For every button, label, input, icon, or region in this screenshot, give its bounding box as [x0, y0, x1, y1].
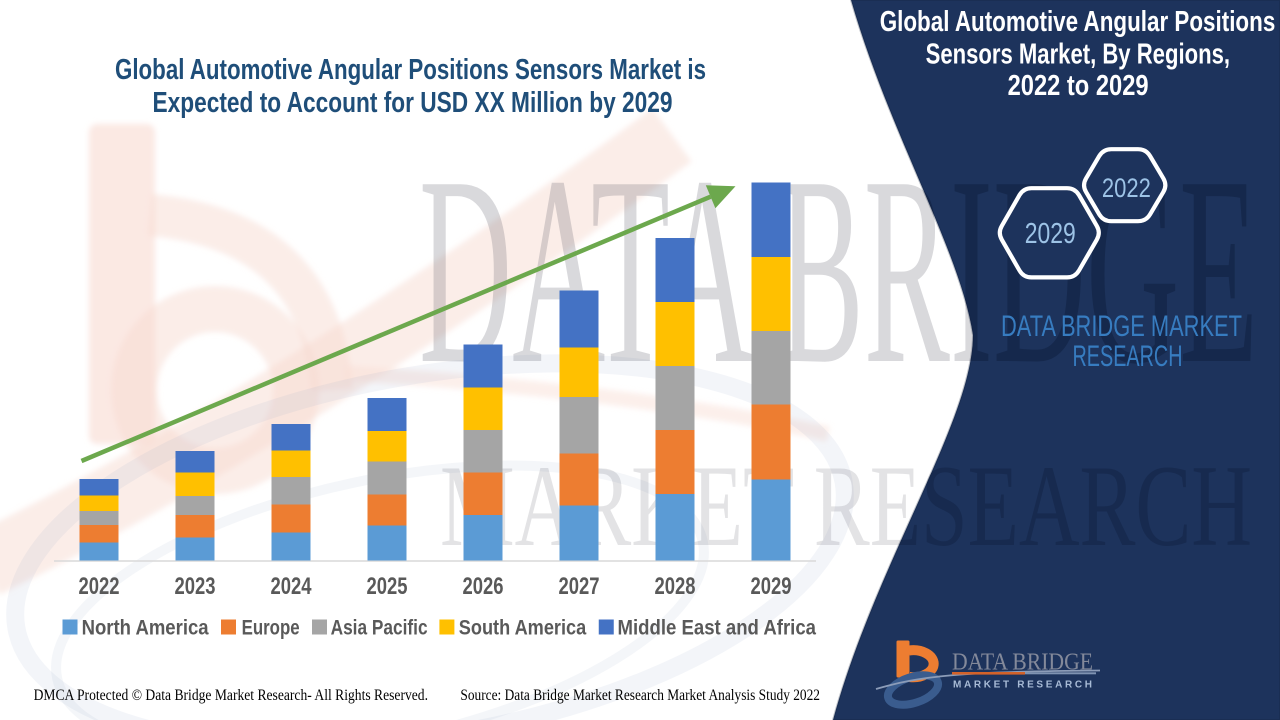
svg-text:Global Automotive Angular Posi: Global Automotive Angular Positions Sens… [115, 54, 706, 86]
svg-text:North America: North America [82, 617, 209, 640]
svg-text:DMCA Protected © Data Bridge M: DMCA Protected © Data Bridge Market Rese… [34, 687, 428, 704]
svg-text:2023: 2023 [175, 573, 216, 600]
svg-text:Middle East and Africa: Middle East and Africa [618, 617, 817, 640]
svg-text:RESEARCH: RESEARCH [1073, 340, 1183, 373]
svg-text:Europe: Europe [242, 617, 300, 640]
svg-text:2026: 2026 [463, 573, 504, 600]
svg-text:Global Automotive Angular Posi: Global Automotive Angular Positions [880, 6, 1276, 38]
svg-text:South America: South America [459, 617, 587, 640]
svg-text:Asia Pacific: Asia Pacific [331, 617, 428, 640]
svg-text:Sensors Market, By Regions,: Sensors Market, By Regions, [926, 38, 1230, 70]
svg-text:2028: 2028 [655, 573, 696, 600]
svg-text:MARKET RESEARCH: MARKET RESEARCH [953, 680, 1092, 691]
svg-text:2029: 2029 [751, 573, 792, 600]
svg-text:DATA BRIDGE MARKET: DATA BRIDGE MARKET [1001, 310, 1242, 343]
svg-text:2027: 2027 [559, 573, 600, 600]
svg-text:2022 to 2029: 2022 to 2029 [1008, 70, 1149, 102]
svg-text:2022: 2022 [79, 573, 120, 600]
svg-text:DATA BRIDGE: DATA BRIDGE [952, 650, 1093, 676]
svg-text:2025: 2025 [367, 573, 408, 600]
svg-text:2022: 2022 [1102, 173, 1151, 203]
svg-text:Source: Data Bridge Market Res: Source: Data Bridge Market Research Mark… [460, 687, 820, 704]
svg-text:2029: 2029 [1025, 218, 1076, 250]
svg-text:Expected to Account for USD XX: Expected to Account for USD XX Million b… [153, 87, 673, 119]
svg-text:2024: 2024 [271, 573, 313, 600]
